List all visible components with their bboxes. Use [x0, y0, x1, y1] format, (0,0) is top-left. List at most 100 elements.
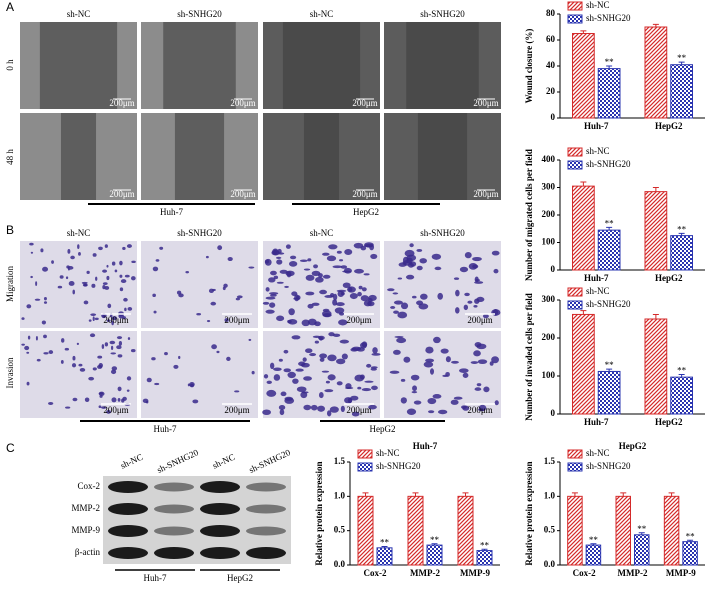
x-tick-label: MMP-2 — [410, 568, 440, 578]
stained-cell — [205, 255, 209, 259]
stained-cell — [68, 280, 75, 286]
stained-cell — [26, 381, 30, 386]
stained-cell — [413, 400, 422, 405]
stained-cell — [142, 398, 149, 403]
stained-cell — [35, 281, 38, 286]
stained-cell — [111, 366, 118, 371]
group-label: Huh-7 — [144, 573, 167, 583]
y-tick-label: 0.5 — [544, 525, 556, 535]
y-tick-label: 60 — [546, 34, 556, 44]
stained-cell — [299, 259, 308, 262]
stained-cell — [86, 270, 90, 274]
stained-cell — [265, 287, 270, 292]
legend-label: sh-NC — [586, 448, 610, 458]
stained-cell — [217, 245, 223, 251]
legend-swatch — [567, 287, 583, 297]
stained-cell — [341, 353, 348, 360]
stained-cell — [478, 404, 487, 412]
legend-swatch — [567, 462, 583, 472]
x-tick-label: MMP-9 — [460, 568, 490, 578]
group-label: Huh-7 — [154, 424, 177, 434]
stained-cell — [107, 303, 112, 309]
stained-cell — [127, 307, 133, 311]
blot-band — [246, 547, 286, 559]
blot-band — [246, 482, 286, 492]
cell-front — [96, 113, 137, 200]
stained-cell — [102, 282, 108, 285]
stained-cell — [303, 404, 312, 411]
stained-cell — [268, 277, 276, 283]
stained-cell — [296, 295, 301, 301]
scale-bar-label: 200μm — [230, 98, 255, 108]
stained-cell — [340, 265, 348, 269]
stained-cell — [393, 300, 403, 305]
stained-cell — [146, 377, 152, 383]
scale-bar-label: 200μm — [346, 405, 371, 415]
y-tick-label: 1.5 — [544, 456, 556, 466]
stained-cell — [106, 275, 110, 281]
stained-cell — [432, 394, 442, 399]
stained-cell — [344, 248, 353, 256]
y-tick-label: 1.0 — [544, 490, 556, 500]
error-bar — [606, 226, 613, 231]
stained-cell — [289, 255, 297, 260]
stained-cell — [361, 287, 367, 292]
stained-cell — [61, 338, 65, 343]
stained-cell — [339, 339, 350, 344]
cell-front — [141, 113, 175, 200]
bar — [476, 550, 493, 566]
stained-cell — [24, 345, 30, 351]
stained-cell — [126, 376, 132, 381]
cell-front — [467, 113, 501, 200]
stained-cell — [65, 406, 71, 409]
stained-cell — [470, 361, 479, 364]
bar — [572, 185, 595, 271]
stained-cell — [455, 289, 460, 297]
stained-cell — [318, 336, 324, 341]
stained-cell — [70, 255, 75, 260]
stained-cell — [459, 368, 469, 373]
scale-bar-label: 200μm — [352, 98, 377, 108]
cell-front — [360, 22, 380, 109]
bar — [597, 68, 621, 119]
scale-bar-label: 200μm — [473, 98, 498, 108]
stained-cell — [313, 264, 319, 269]
y-tick-label: 200 — [542, 209, 556, 219]
stained-cell — [90, 313, 97, 316]
stained-cell — [360, 295, 369, 302]
y-tick-label: 400 — [542, 154, 556, 164]
panel-label: B — [6, 223, 14, 237]
stained-cell — [285, 244, 291, 249]
stained-cell — [429, 368, 435, 375]
stained-cell — [334, 307, 345, 314]
legend-swatch — [567, 1, 583, 11]
stained-cell — [117, 354, 123, 358]
stained-cell — [263, 374, 269, 379]
error-bar — [462, 492, 469, 497]
column-label: sh-NC — [119, 452, 145, 471]
stained-cell — [21, 317, 25, 320]
stained-cell — [121, 398, 125, 403]
stained-cell — [389, 370, 400, 374]
stained-cell — [335, 302, 345, 307]
row-label: Migration — [5, 266, 15, 302]
stained-cell — [84, 397, 90, 403]
stained-cell — [453, 396, 463, 400]
stained-cell — [43, 296, 47, 301]
stained-cell — [353, 242, 364, 249]
stained-cell — [423, 361, 434, 368]
stained-cell — [327, 354, 337, 362]
stained-cell — [416, 300, 424, 306]
stained-cell — [99, 395, 103, 398]
stained-cell — [77, 244, 80, 250]
stained-cell — [109, 340, 116, 345]
stained-cell — [407, 262, 415, 268]
cell-front — [117, 22, 137, 109]
cell-front — [20, 22, 40, 109]
stained-cell — [153, 310, 157, 314]
stained-cell — [78, 363, 83, 367]
column-label: sh-SNHG20 — [177, 9, 222, 19]
column-label: sh-SNHG20 — [155, 447, 200, 475]
stained-cell — [98, 362, 103, 368]
cell-front — [339, 113, 380, 200]
